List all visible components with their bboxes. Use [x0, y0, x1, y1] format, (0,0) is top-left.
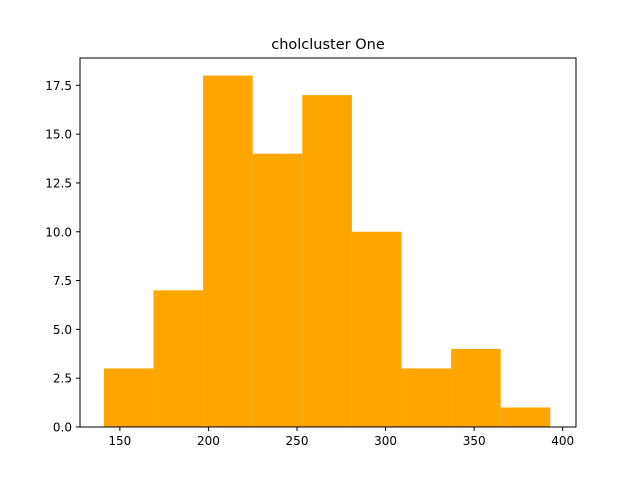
y-tick-label: 12.5 [45, 176, 72, 190]
y-tick-label: 0.0 [53, 421, 72, 435]
x-tick-label: 250 [286, 434, 309, 448]
x-tick-label: 350 [463, 434, 486, 448]
y-tick-label: 7.5 [53, 274, 72, 288]
histogram-bar [451, 348, 501, 427]
histogram-bar [302, 95, 352, 427]
histogram-bar [103, 368, 154, 427]
y-tick-label: 2.5 [53, 372, 72, 386]
x-tick-label: 200 [197, 434, 220, 448]
x-tick-label: 400 [551, 434, 574, 448]
histogram-bar [401, 368, 452, 427]
y-axis: 0.0 2.5 5.0 7.5 10.0 12.5 15.0 17.5 [45, 79, 80, 435]
plot-frame [79, 57, 577, 428]
histogram-bar [252, 153, 303, 427]
bars-group [103, 75, 551, 428]
x-axis: 150 200 250 300 350 400 [108, 427, 574, 448]
y-tick-label: 5.0 [53, 323, 72, 337]
y-tick-label: 17.5 [45, 79, 72, 93]
y-tick-label: 10.0 [45, 225, 72, 239]
histogram-bar [153, 290, 204, 427]
histogram-bar [351, 231, 402, 427]
x-tick-label: 150 [108, 434, 131, 448]
chart-title: cholcluster One [271, 37, 385, 53]
y-tick-label: 15.0 [45, 128, 72, 142]
histogram-bar [500, 407, 551, 427]
histogram-bar [203, 75, 253, 428]
x-tick-label: 300 [374, 434, 397, 448]
